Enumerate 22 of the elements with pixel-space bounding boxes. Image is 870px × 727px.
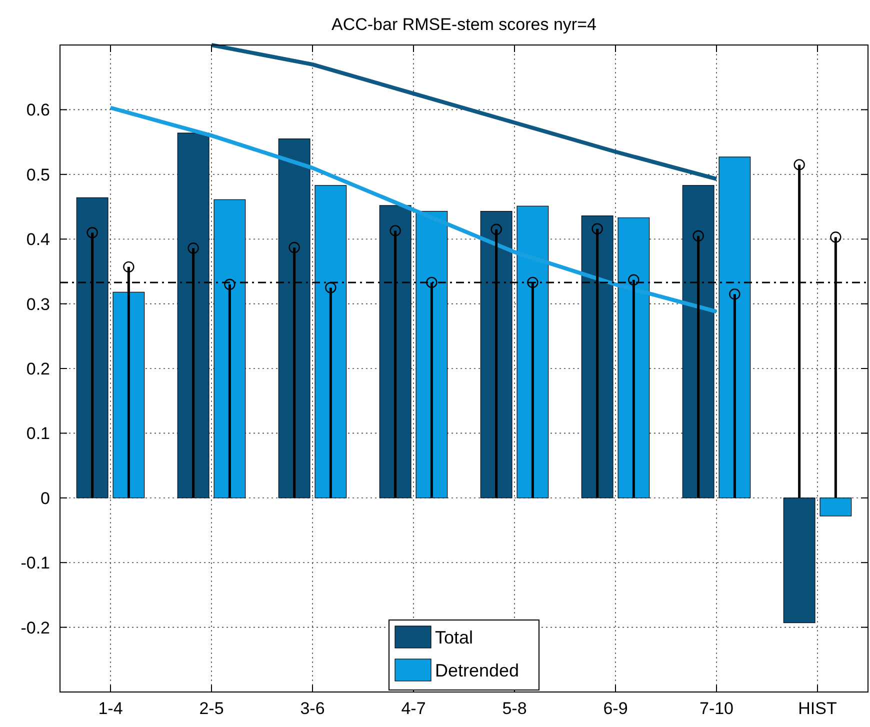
y-tick-label: -0.1	[20, 554, 50, 573]
y-tick-label: 0.5	[26, 165, 50, 184]
chart-title: ACC-bar RMSE-stem scores nyr=4	[332, 15, 596, 34]
x-tick-label: 6-9	[603, 699, 628, 718]
legend-label: Total	[435, 627, 474, 648]
x-tick-label: 2-5	[199, 699, 224, 718]
line-series	[210, 43, 718, 181]
x-tick-label: 3-6	[300, 699, 325, 718]
y-tick-label: 0	[40, 488, 50, 508]
legend-label: Detrended	[435, 660, 520, 680]
y-tick-label: 0.6	[26, 100, 50, 120]
y-tick-label: 0.1	[26, 424, 50, 444]
line-series	[108, 106, 718, 314]
x-tick-label: 4-7	[401, 699, 426, 718]
y-tick-label: 0.3	[26, 294, 50, 314]
x-tick-label: HIST	[798, 699, 837, 718]
y-tick-label: 0.2	[26, 359, 50, 378]
x-tick-label: 7-10	[699, 699, 734, 718]
x-tick-label: 1-4	[98, 699, 123, 718]
x-tick-label: 5-8	[502, 699, 527, 718]
y-tick-label: -0.2	[20, 618, 50, 638]
y-tick-label: 0.4	[26, 230, 50, 250]
